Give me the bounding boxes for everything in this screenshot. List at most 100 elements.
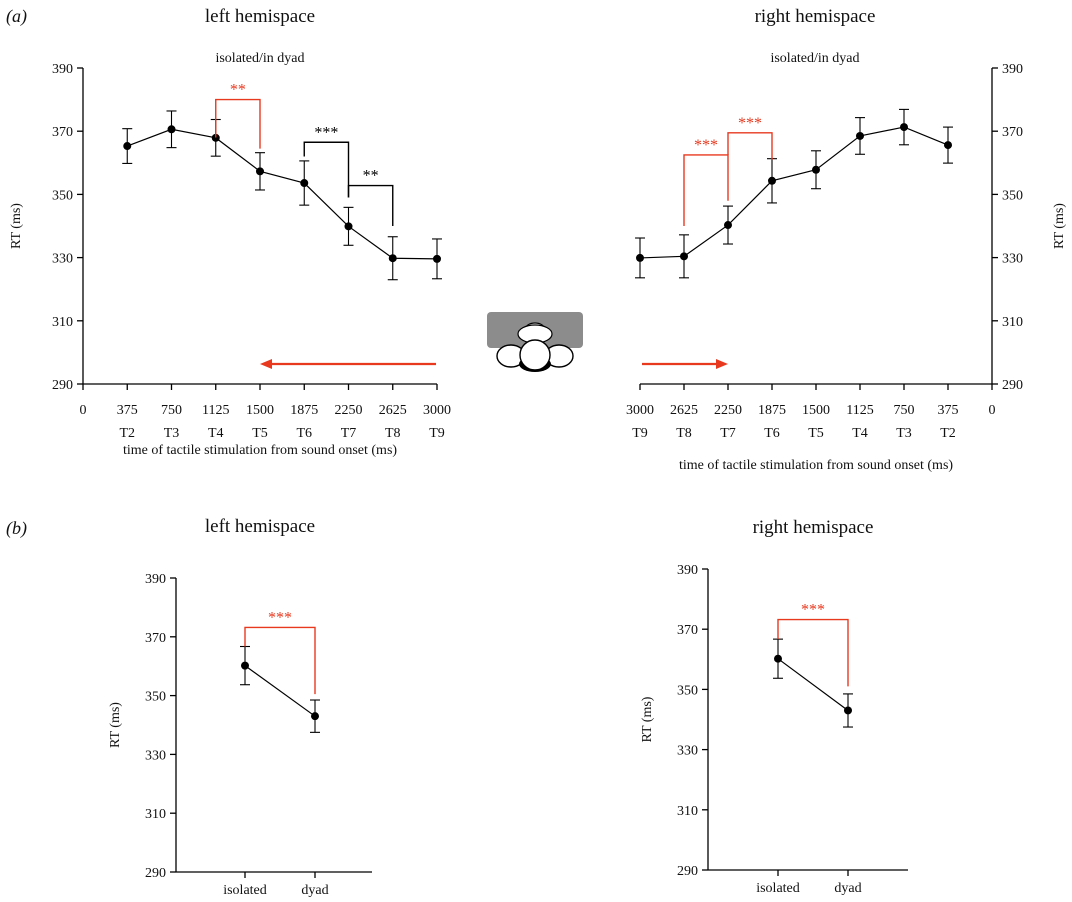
data-marker xyxy=(723,205,733,245)
data-marker xyxy=(773,638,783,679)
data-marker xyxy=(679,234,689,279)
significance-annotation: ** xyxy=(347,168,394,226)
x-tick-sublabel: T2 xyxy=(119,426,135,441)
x-tick-sublabel: T8 xyxy=(385,426,401,441)
data-point xyxy=(680,252,688,261)
data-point xyxy=(724,221,732,230)
direction-arrow xyxy=(260,359,436,369)
significance-stars: *** xyxy=(801,602,825,619)
x-tick-label: 1125 xyxy=(846,403,873,418)
series-line xyxy=(127,128,438,260)
x-tick-label: 375 xyxy=(938,403,959,418)
data-marker xyxy=(299,160,310,206)
data-point xyxy=(812,165,820,174)
direction-arrow xyxy=(642,359,728,369)
data-marker xyxy=(240,645,250,686)
head-top-view-icon xyxy=(487,312,583,372)
x-axis-label: time of tactile stimulation from sound o… xyxy=(679,458,953,473)
x-tick-label: 0 xyxy=(80,403,87,418)
x-tick-sublabel: T5 xyxy=(252,426,268,441)
x-tick-label: 375 xyxy=(117,403,138,418)
chart-title: left hemispace xyxy=(205,516,315,537)
significance-annotation: ** xyxy=(215,82,261,149)
series-line xyxy=(244,665,316,717)
chart-subtitle: isolated/in dyad xyxy=(770,51,859,66)
data-point xyxy=(344,222,353,231)
x-tick-sublabel: T9 xyxy=(429,426,445,441)
x-tick-sublabel: T5 xyxy=(808,426,824,441)
significance-stars: *** xyxy=(694,137,718,154)
series-line xyxy=(639,126,949,259)
chart-title: right hemispace xyxy=(753,517,874,538)
y-tick-label: 290 xyxy=(677,864,698,879)
significance-annotation: *** xyxy=(777,602,849,687)
y-tick-label: 350 xyxy=(52,188,73,203)
significance-bracket-line xyxy=(347,184,394,226)
chart-right-hemispace-timecourse: right hemispace isolated/in dyad 290 310 330… xyxy=(626,6,1067,473)
data-marker xyxy=(767,158,777,204)
y-tick-label: 390 xyxy=(677,563,698,578)
direction-arrow-head xyxy=(260,359,272,369)
x-tick-sublabel: T6 xyxy=(296,426,312,441)
significance-bracket-line xyxy=(683,154,729,226)
data-marker xyxy=(811,150,821,190)
chart-title: right hemispace xyxy=(755,6,876,27)
significance-stars: ** xyxy=(230,82,246,99)
x-tick-sublabel: T7 xyxy=(341,426,357,441)
y-tick-label: 330 xyxy=(145,748,166,763)
x-category-label: isolated xyxy=(756,881,800,896)
y-tick-label: 290 xyxy=(145,866,166,881)
data-marker xyxy=(343,206,354,246)
y-tick-label: 390 xyxy=(1002,62,1023,77)
y-tick-label: 330 xyxy=(677,744,698,759)
panel-label-b: (b) xyxy=(6,518,27,539)
data-marker xyxy=(166,110,177,149)
data-marker xyxy=(387,236,398,281)
chart-left-hemispace-timecourse: left hemispace isolated/in dyad 290 310 330 3… xyxy=(9,6,451,458)
x-tick-sublabel: T4 xyxy=(208,426,224,441)
y-tick-label: 310 xyxy=(1002,315,1023,330)
x-tick-label: 2625 xyxy=(379,403,407,418)
y-axis-label: RT (ms) xyxy=(640,696,655,742)
x-tick-label: 1125 xyxy=(202,403,229,418)
significance-stars: *** xyxy=(268,609,292,626)
significance-stars: *** xyxy=(738,115,762,132)
y-tick-label: 290 xyxy=(1002,378,1023,393)
x-category-label: dyad xyxy=(301,883,328,898)
data-marker xyxy=(310,699,320,733)
data-point xyxy=(433,254,441,263)
x-tick-label: 2250 xyxy=(335,403,363,418)
series-line xyxy=(777,658,849,711)
x-tick-sublabel: T2 xyxy=(940,426,956,441)
significance-bracket-line xyxy=(777,618,849,687)
data-point xyxy=(388,254,397,263)
y-axis-label: RT (ms) xyxy=(9,203,24,249)
x-axis-label: time of tactile stimulation from sound o… xyxy=(123,443,397,458)
x-tick-label: 2250 xyxy=(714,403,742,418)
data-marker xyxy=(432,238,442,280)
x-tick-sublabel: T3 xyxy=(164,426,180,441)
x-tick-sublabel: T4 xyxy=(852,426,868,441)
x-tick-label: 3000 xyxy=(423,403,451,418)
data-point xyxy=(211,133,220,142)
significance-annotation: *** xyxy=(683,137,729,226)
data-marker xyxy=(122,128,133,164)
x-tick-label: 1500 xyxy=(802,403,830,418)
data-point xyxy=(774,654,782,663)
x-tick-label: 1500 xyxy=(246,403,274,418)
significance-annotation: *** xyxy=(303,124,350,198)
x-tick-label: 1875 xyxy=(290,403,318,418)
y-tick-label: 350 xyxy=(145,690,166,705)
data-marker xyxy=(255,152,265,191)
y-tick-label: 390 xyxy=(145,572,166,587)
x-tick-sublabel: T8 xyxy=(676,426,692,441)
y-tick-label: 310 xyxy=(52,315,73,330)
y-tick-label: 370 xyxy=(52,125,73,140)
x-tick-label: 0 xyxy=(989,403,996,418)
significance-bracket-line xyxy=(303,141,350,198)
chart-right-hemispace-summary: right hemispace 290 310 330 350 370 390 isolate… xyxy=(640,517,908,896)
data-marker xyxy=(843,693,853,728)
y-tick-label: 330 xyxy=(52,252,73,267)
data-point xyxy=(167,125,176,134)
